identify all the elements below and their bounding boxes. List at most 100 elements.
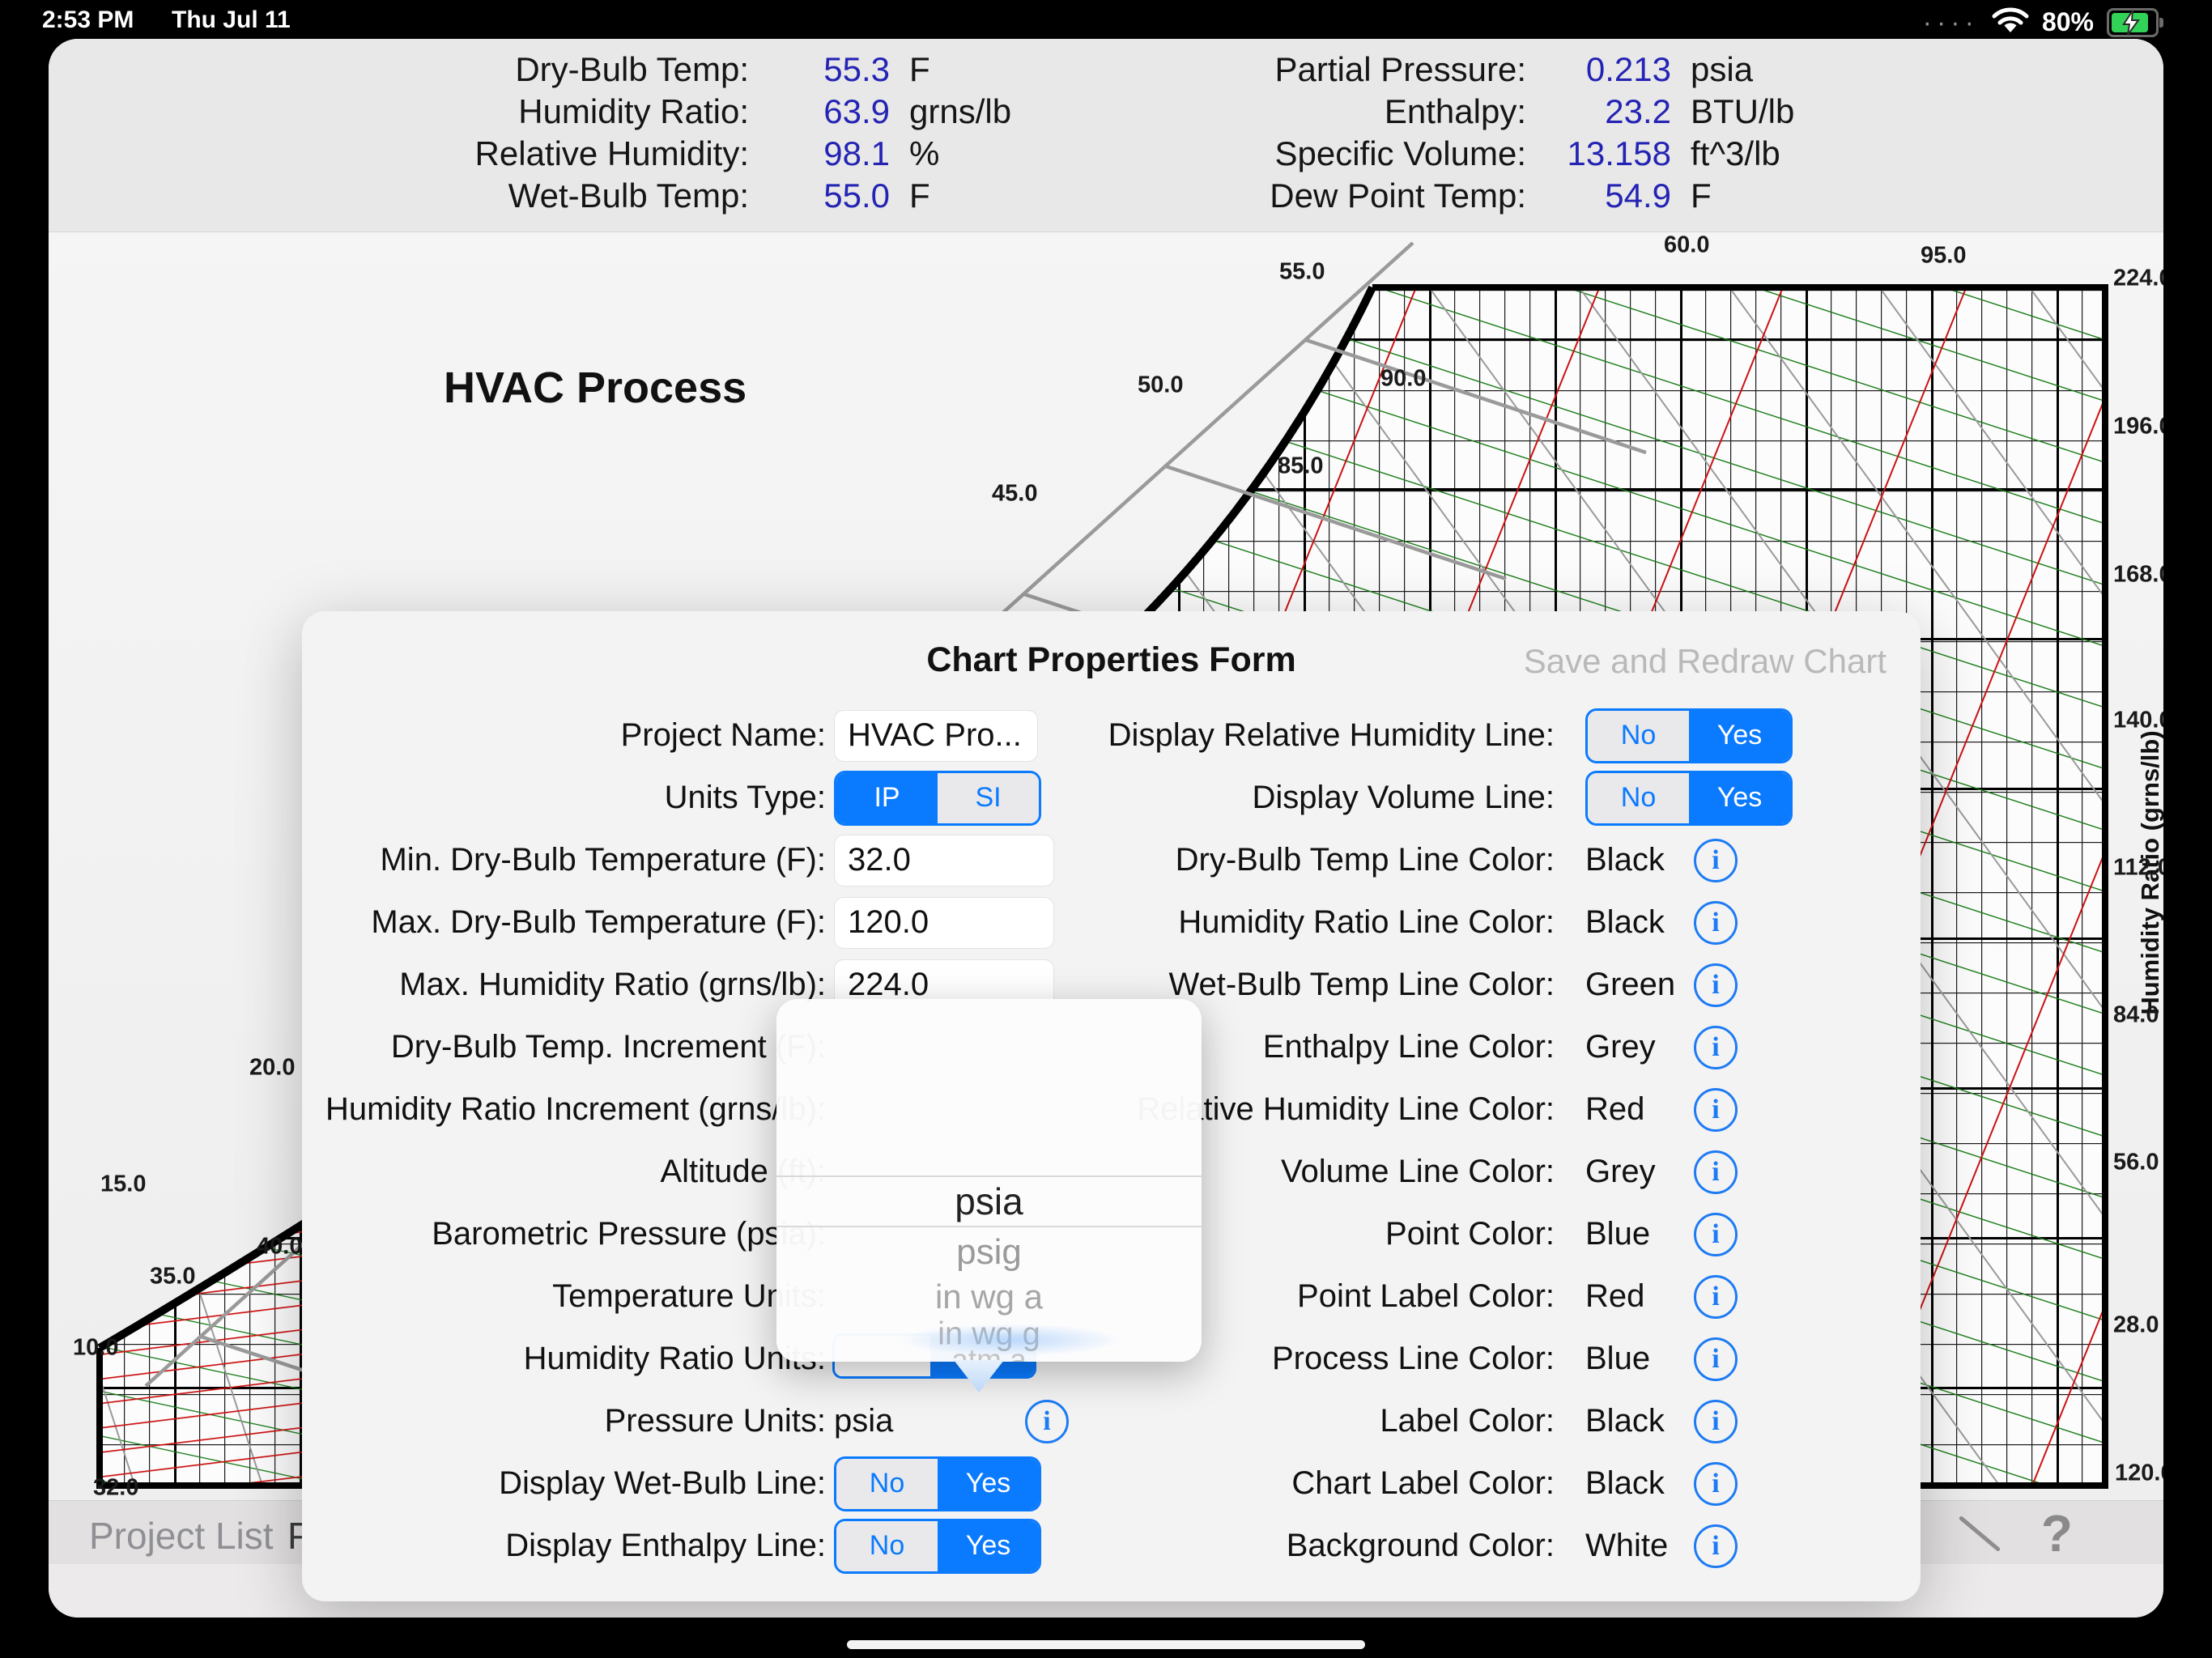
readout-label: Dew Point Temp:: [1270, 176, 1526, 215]
color-setting-row: Volume Line Color: Grey i: [302, 1141, 1921, 1203]
form-row-display-wetbulb: Display Wet-Bulb Line: No Yes: [302, 1452, 1921, 1515]
units-si-option[interactable]: SI: [938, 772, 1039, 823]
units-ip-option[interactable]: IP: [836, 772, 938, 823]
info-icon[interactable]: i: [1694, 1274, 1738, 1319]
chart-axis-label: 28.0: [2113, 1312, 2159, 1338]
color-value[interactable]: Blue: [1585, 1216, 1651, 1252]
wifi-icon: [1992, 6, 2029, 38]
chart-title: HVAC Process: [444, 363, 747, 412]
color-setting-row: Background Color: White i: [302, 1515, 1921, 1577]
info-icon[interactable]: i: [1694, 963, 1738, 1007]
toggle-yes[interactable]: Yes: [1689, 710, 1790, 761]
toggle-yes[interactable]: Yes: [938, 1458, 1039, 1509]
form-row-pressure-units: Pressure Units: psia i: [302, 1390, 1921, 1452]
display-enthalpy-toggle[interactable]: No Yes: [834, 1518, 1041, 1574]
color-value[interactable]: Green: [1585, 967, 1676, 1002]
color-setting-row: Enthalpy Line Color: Grey i: [302, 1016, 1921, 1078]
readout-unit: %: [909, 134, 940, 172]
color-value[interactable]: Grey: [1585, 1154, 1656, 1189]
color-setting-row: Relative Humidity Line Color: Red i: [302, 1078, 1921, 1141]
color-value[interactable]: Red: [1585, 1278, 1645, 1314]
form-row-humidity-ratio-increment: Humidity Ratio Increment (grns/lb):: [325, 1091, 826, 1127]
readout-label: Specific Volume:: [1274, 134, 1527, 172]
status-right-cluster: ···· 80%: [1923, 6, 2163, 38]
status-date: Thu Jul 11: [172, 6, 291, 33]
info-icon[interactable]: i: [1694, 900, 1738, 945]
pressure-units-info-icon[interactable]: i: [1025, 1399, 1069, 1443]
picker-divider: [776, 1226, 1202, 1227]
info-icon[interactable]: i: [1694, 1087, 1738, 1132]
readout-value: 23.2: [1605, 92, 1671, 130]
info-icon[interactable]: i: [1694, 838, 1738, 882]
chart-axis-label: 85.0: [1278, 453, 1324, 479]
battery-percent: 80%: [2041, 7, 2094, 36]
info-icon[interactable]: i: [1694, 1399, 1738, 1443]
project-name-input[interactable]: HVAC Pro...: [834, 709, 1038, 762]
color-setting-row: Wet-Bulb Temp Line Color: Green i: [302, 954, 1921, 1016]
chart-axis-label: 50.0: [1138, 372, 1184, 398]
picker-option[interactable]: psia: [955, 1180, 1023, 1222]
color-value[interactable]: White: [1585, 1528, 1669, 1563]
home-indicator[interactable]: [847, 1640, 1365, 1649]
pressure-units-value[interactable]: psia: [834, 1403, 894, 1439]
chart-axis-label: 112.0: [2113, 854, 2163, 881]
info-icon[interactable]: i: [1694, 1337, 1738, 1381]
picker-option[interactable]: in wg a: [934, 1278, 1044, 1316]
picker-option[interactable]: atm a: [951, 1343, 1027, 1362]
color-value[interactable]: Red: [1585, 1091, 1645, 1127]
readout-label: Humidity Ratio:: [518, 92, 749, 130]
info-icon[interactable]: i: [1694, 1212, 1738, 1256]
readout-unit: F: [1691, 176, 1712, 215]
readout-label: Dry-Bulb Temp:: [515, 50, 749, 88]
readout-unit: grns/lb: [909, 92, 1012, 130]
chart-axis-label: 55.0: [1279, 258, 1325, 285]
toggle-yes[interactable]: Yes: [1689, 772, 1790, 823]
project-list-button[interactable]: Project List: [89, 1515, 274, 1557]
form-row-display-volume-line: Display Volume Line: No Yes: [302, 767, 1921, 829]
toggle-no[interactable]: No: [1588, 710, 1689, 761]
form-row-max-drybulb: Max. Dry-Bulb Temperature (F): 120.0: [302, 891, 1921, 954]
toggle-yes[interactable]: Yes: [938, 1520, 1039, 1571]
display-volume-toggle[interactable]: No Yes: [1585, 770, 1793, 826]
picker-option[interactable]: psig: [956, 1232, 1022, 1272]
readout-label: Wet-Bulb Temp:: [508, 176, 749, 215]
display-rh-toggle[interactable]: No Yes: [1585, 708, 1793, 763]
toggle-no[interactable]: No: [836, 1458, 938, 1509]
color-setting-row: Chart Label Color: Black i: [302, 1452, 1921, 1515]
info-icon[interactable]: i: [1694, 1524, 1738, 1568]
color-setting-row: Point Color: Blue i: [302, 1203, 1921, 1265]
readout-value: 55.3: [823, 50, 890, 88]
pressure-units-picker-popover[interactable]: psia psig in wg a in wg g atm a: [776, 999, 1202, 1362]
info-icon[interactable]: i: [1694, 1025, 1738, 1069]
color-value[interactable]: Black: [1585, 904, 1665, 940]
readout-unit: F: [909, 176, 930, 215]
chart-axis-label: 95.0: [1921, 242, 1967, 269]
toolbar-partial-item[interactable]: Pro: [287, 1515, 304, 1557]
color-value[interactable]: Blue: [1585, 1341, 1651, 1376]
chart-axis-label: 32.0: [93, 1474, 139, 1501]
chart-axis-label: 140.0: [2113, 707, 2163, 733]
display-wetbulb-toggle[interactable]: No Yes: [834, 1456, 1041, 1511]
min-drybulb-input[interactable]: 32.0: [834, 834, 1054, 886]
process-line-tool-icon[interactable]: [1958, 1515, 2001, 1552]
save-and-redraw-button[interactable]: Save and Redraw Chart: [1523, 642, 1887, 680]
readout-value: 54.9: [1605, 176, 1671, 215]
color-value[interactable]: Black: [1585, 1465, 1665, 1501]
units-type-segmented[interactable]: IP SI: [834, 770, 1041, 826]
readout-right: Partial Pressure: 0.213 psia Enthalpy: 23.2…: [1085, 50, 1854, 219]
color-value[interactable]: Grey: [1585, 1029, 1656, 1065]
info-icon[interactable]: i: [1694, 1461, 1738, 1506]
color-value[interactable]: Black: [1585, 1403, 1665, 1439]
toggle-no[interactable]: No: [1588, 772, 1689, 823]
toggle-no[interactable]: No: [836, 1520, 938, 1571]
info-icon[interactable]: i: [1694, 1150, 1738, 1194]
color-value[interactable]: Black: [1585, 842, 1665, 878]
help-icon[interactable]: ?: [2040, 1504, 2073, 1562]
color-setting-row: Humidity Ratio Line Color: Black i: [302, 891, 1921, 954]
modal-title: Chart Properties Form: [926, 640, 1296, 679]
max-drybulb-input[interactable]: 120.0: [834, 896, 1054, 949]
form-row-project-name: Project Name: HVAC Pro...: [302, 704, 1921, 767]
battery-charging-icon: [2107, 7, 2163, 37]
readout-label: Partial Pressure:: [1274, 50, 1526, 88]
